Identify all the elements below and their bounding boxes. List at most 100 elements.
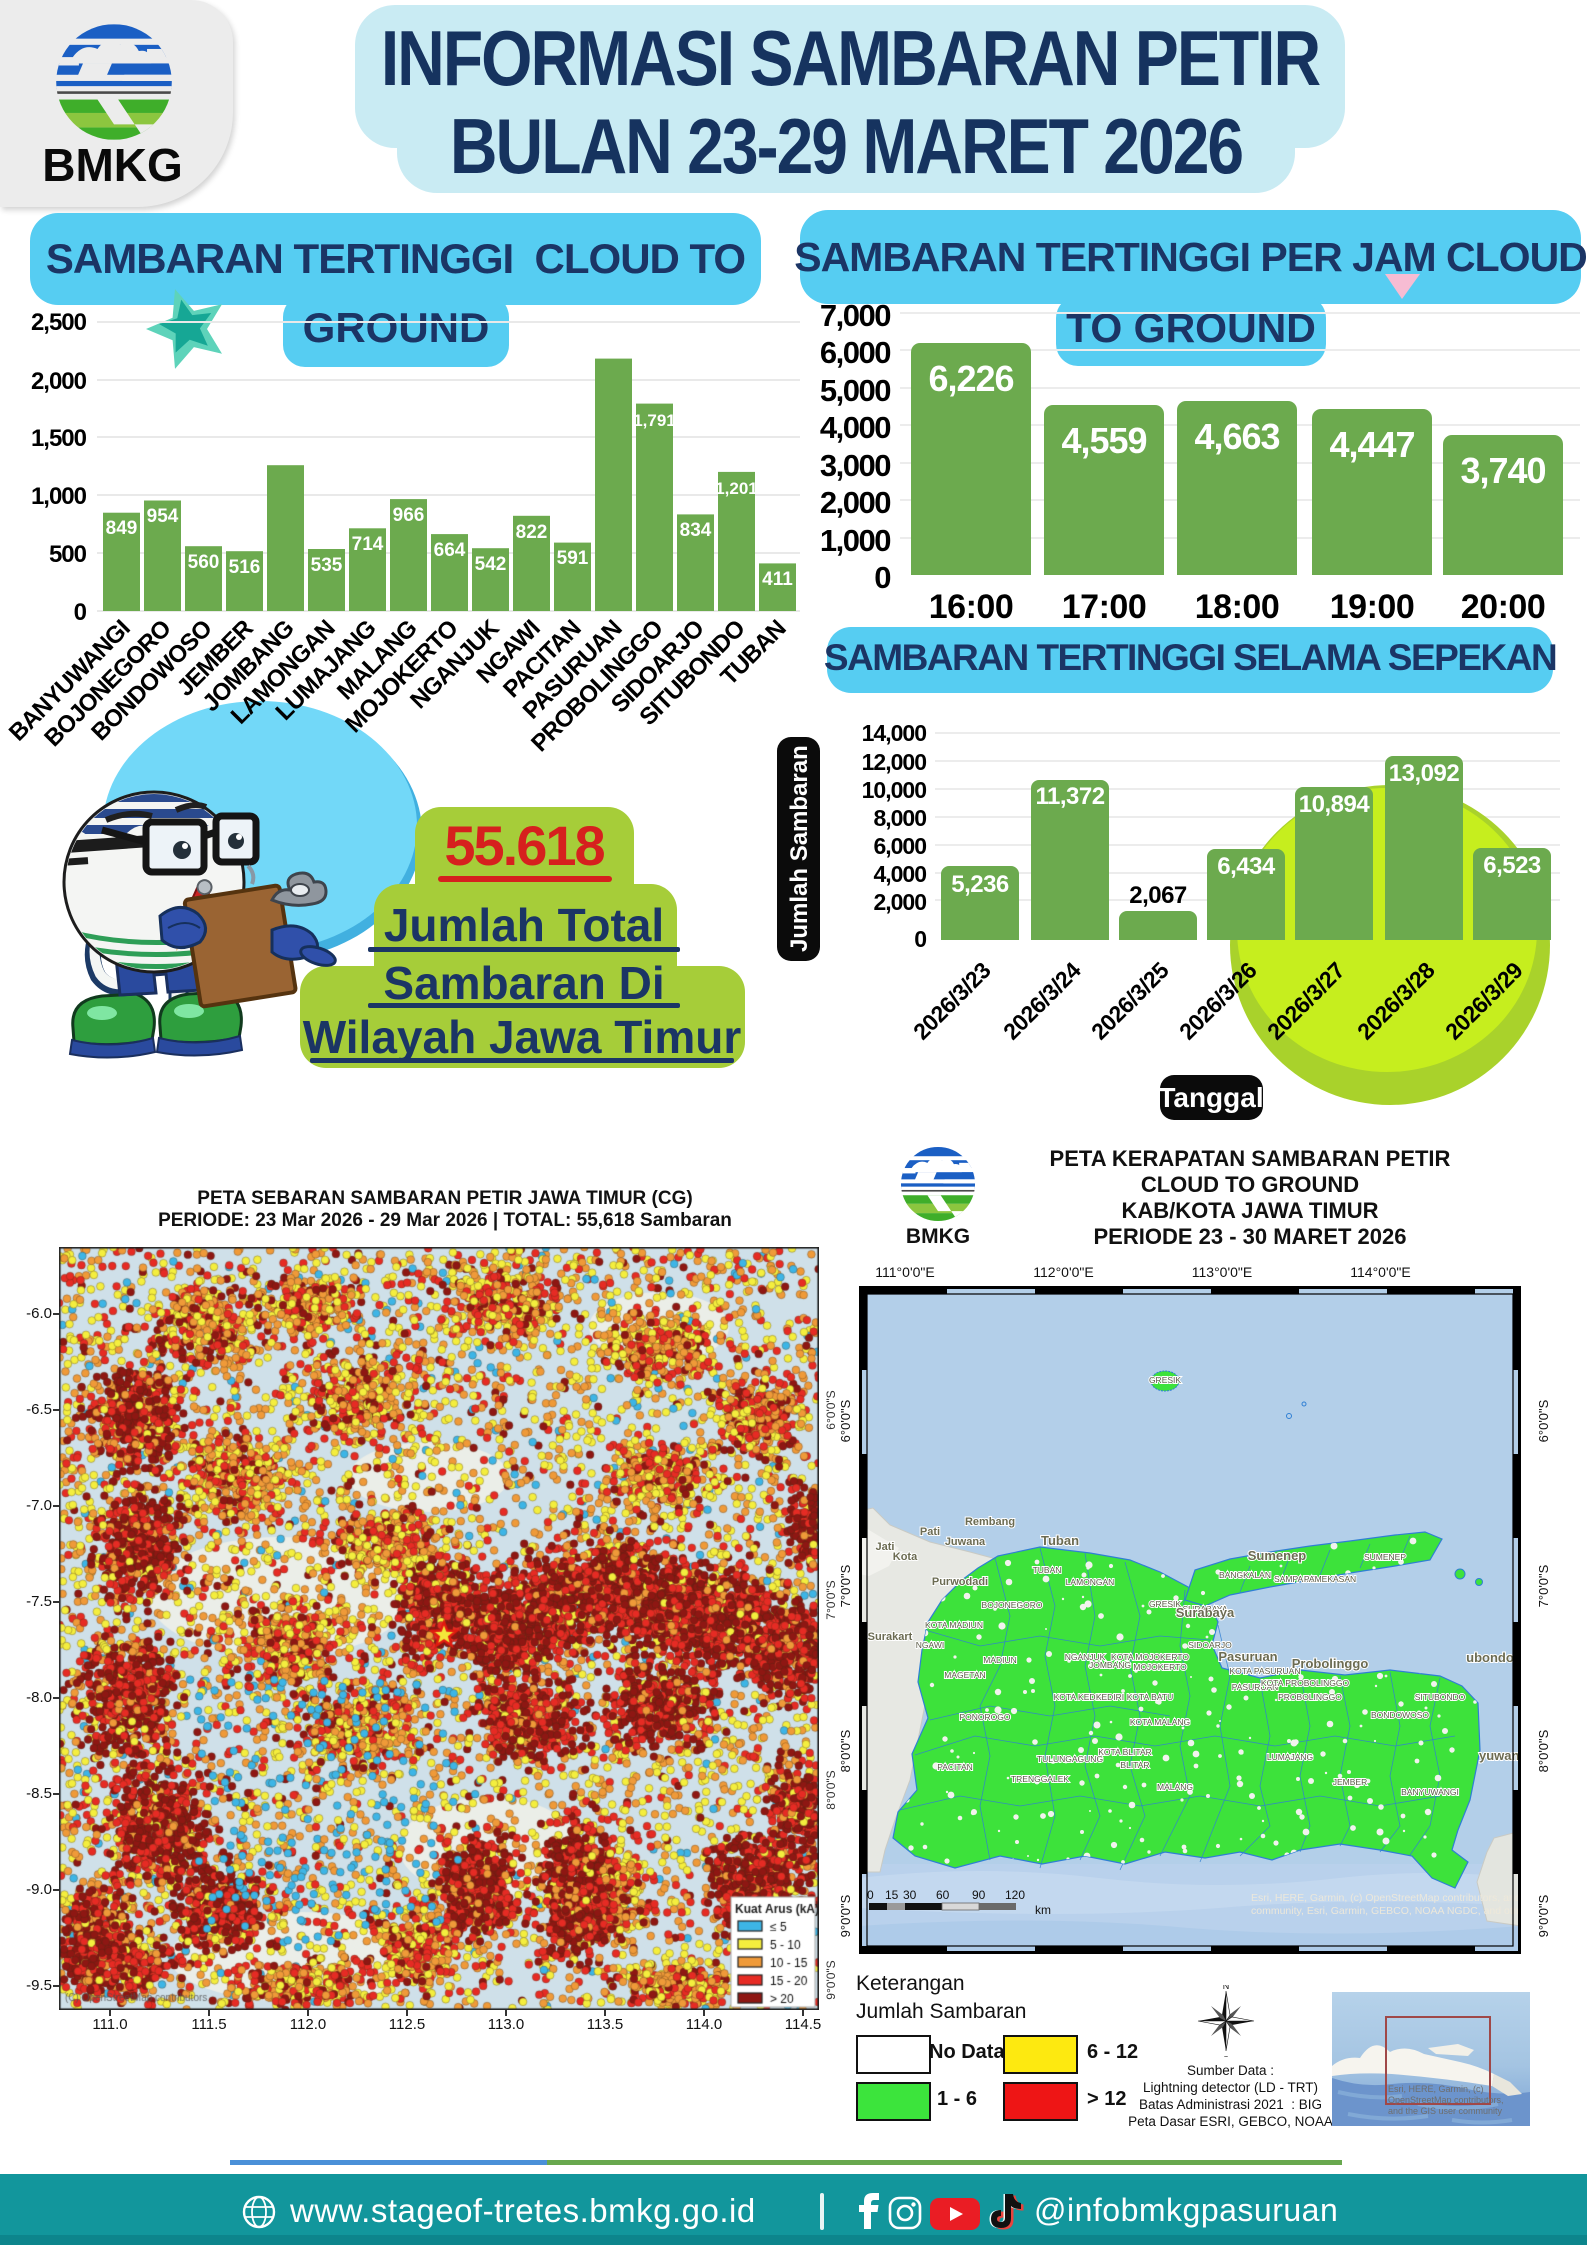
svg-text:10,000: 10,000 bbox=[862, 777, 927, 803]
svg-text:2,000: 2,000 bbox=[820, 485, 890, 520]
svg-text:yuwangi: yuwangi bbox=[1479, 1748, 1521, 1763]
svg-text:MAGETAN: MAGETAN bbox=[944, 1670, 985, 1680]
svg-text:Surakart: Surakart bbox=[868, 1631, 913, 1643]
svg-text:PACITAN: PACITAN bbox=[937, 1762, 973, 1772]
svg-text:822: 822 bbox=[516, 522, 548, 543]
svg-text:15: 15 bbox=[885, 1888, 899, 1902]
svg-text:JOMBANG: JOMBANG bbox=[1089, 1660, 1131, 1670]
svg-text:0: 0 bbox=[914, 926, 926, 952]
svg-text:BONDOWOSO: BONDOWOSO bbox=[1371, 1710, 1429, 1720]
svg-text:PASURUAN: PASURUAN bbox=[1232, 1682, 1279, 1692]
svg-text:LAMONGAN: LAMONGAN bbox=[1066, 1577, 1115, 1587]
svg-text:PROBOLINGGO: PROBOLINGGO bbox=[1278, 1692, 1342, 1702]
svg-text:90: 90 bbox=[972, 1888, 986, 1902]
svg-text:KOTA PASURUAN: KOTA PASURUAN bbox=[1229, 1666, 1300, 1676]
svg-text:20:00: 20:00 bbox=[1461, 588, 1545, 626]
svg-text:TRENGGALEK: TRENGGALEK bbox=[1011, 1774, 1069, 1784]
svg-text:Rembang: Rembang bbox=[965, 1516, 1015, 1528]
svg-text:4,000: 4,000 bbox=[820, 410, 890, 445]
svg-text:MOJOKERTO: MOJOKERTO bbox=[1133, 1662, 1187, 1672]
svg-text:MADIUN: MADIUN bbox=[983, 1655, 1017, 1665]
svg-text:2,000: 2,000 bbox=[873, 889, 926, 915]
svg-text:GRESIK: GRESIK bbox=[1149, 1599, 1181, 1609]
svg-text:Tuban: Tuban bbox=[1041, 1533, 1079, 1548]
svg-text:16:00: 16:00 bbox=[929, 588, 1013, 626]
svg-text:SIDOARJO: SIDOARJO bbox=[1188, 1640, 1232, 1650]
svg-text:KOTA BLITAR: KOTA BLITAR bbox=[1098, 1747, 1152, 1757]
svg-text:BLITAR: BLITAR bbox=[1120, 1760, 1149, 1770]
svg-text:SUMENEP: SUMENEP bbox=[1364, 1552, 1406, 1562]
svg-text:MALANG: MALANG bbox=[1157, 1782, 1193, 1792]
svg-text:Tanggal: Tanggal bbox=[1158, 1082, 1263, 1113]
svg-text:30: 30 bbox=[903, 1888, 917, 1902]
svg-text:60: 60 bbox=[936, 1888, 950, 1902]
svg-text:13,092: 13,092 bbox=[1389, 760, 1460, 787]
svg-text:Pasuruan: Pasuruan bbox=[1218, 1649, 1277, 1664]
svg-text:PAMEKASAN: PAMEKASAN bbox=[1304, 1574, 1356, 1584]
svg-text:PONOROGO: PONOROGO bbox=[959, 1712, 1010, 1722]
svg-text:1,791: 1,791 bbox=[633, 411, 676, 430]
svg-text:5,236: 5,236 bbox=[951, 871, 1009, 898]
svg-text:966: 966 bbox=[393, 505, 425, 526]
svg-text:BANYUWANGI: BANYUWANGI bbox=[1401, 1787, 1459, 1797]
svg-text:Surabaya: Surabaya bbox=[1176, 1605, 1235, 1620]
svg-text:664: 664 bbox=[434, 540, 466, 561]
svg-text:55.618: 55.618 bbox=[444, 814, 604, 877]
svg-text:7,000: 7,000 bbox=[820, 300, 890, 333]
svg-text:Esri, HERE, Garmin, (c): Esri, HERE, Garmin, (c) bbox=[1388, 2084, 1484, 2094]
svg-text:6,000: 6,000 bbox=[820, 335, 890, 370]
svg-text:KOTA KEDIRI: KOTA KEDIRI bbox=[1054, 1692, 1107, 1702]
svg-text:4,447: 4,447 bbox=[1329, 424, 1414, 465]
svg-text:1,500: 1,500 bbox=[31, 425, 87, 452]
svg-text:849: 849 bbox=[106, 518, 138, 539]
svg-text:0: 0 bbox=[867, 1888, 874, 1902]
svg-text:4,663: 4,663 bbox=[1194, 416, 1279, 457]
svg-text:OpenStreetMap contributors,: OpenStreetMap contributors, bbox=[1388, 2095, 1504, 2105]
svg-text:community, Esri, Garmin, GEBCO: community, Esri, Garmin, GEBCO, NOAA NGD… bbox=[1251, 1905, 1521, 1917]
svg-text:2026/3/23: 2026/3/23 bbox=[908, 957, 996, 1045]
svg-text:14,000: 14,000 bbox=[862, 720, 927, 746]
svg-text:Wilayah Jawa Timur: Wilayah Jawa Timur bbox=[303, 1011, 742, 1063]
svg-text:8,000: 8,000 bbox=[873, 805, 926, 831]
svg-text:KOTA MADIUN: KOTA MADIUN bbox=[925, 1620, 983, 1630]
svg-text:1,000: 1,000 bbox=[820, 523, 890, 558]
svg-text:0: 0 bbox=[74, 599, 87, 626]
svg-text:560: 560 bbox=[188, 552, 220, 573]
svg-text:BOJONEGORO: BOJONEGORO bbox=[982, 1600, 1043, 1610]
svg-text:Jati: Jati bbox=[876, 1541, 895, 1553]
svg-text:NGANJUK: NGANJUK bbox=[1065, 1652, 1106, 1662]
svg-text:JEMBER: JEMBER bbox=[1333, 1777, 1367, 1787]
svg-text:Probolinggo: Probolinggo bbox=[1292, 1656, 1369, 1671]
svg-text:KOTA MALANG: KOTA MALANG bbox=[1130, 1717, 1190, 1727]
svg-text:714: 714 bbox=[352, 534, 384, 555]
svg-text:3,740: 3,740 bbox=[1460, 450, 1545, 491]
svg-text:KOTA BATU: KOTA BATU bbox=[1127, 1692, 1173, 1702]
svg-text:2,067: 2,067 bbox=[1129, 882, 1187, 909]
svg-text:1,000: 1,000 bbox=[31, 483, 87, 510]
svg-text:Sumenep: Sumenep bbox=[1248, 1548, 1307, 1563]
svg-text:Purwodadi: Purwodadi bbox=[932, 1576, 988, 1588]
svg-text:TUBAN: TUBAN bbox=[1033, 1565, 1062, 1575]
svg-text:Esri, HERE, Garmin, (c) OpenSt: Esri, HERE, Garmin, (c) OpenStreetMap co… bbox=[1251, 1892, 1521, 1904]
svg-text:120: 120 bbox=[1005, 1888, 1025, 1902]
svg-text:N: N bbox=[1223, 1985, 1230, 1991]
svg-text:Juwana: Juwana bbox=[945, 1536, 986, 1548]
svg-text:18:00: 18:00 bbox=[1195, 588, 1279, 626]
svg-text:Jumlah Total: Jumlah Total bbox=[384, 899, 664, 951]
svg-text:KOTA PROBOLINGGO: KOTA PROBOLINGGO bbox=[1261, 1678, 1350, 1688]
svg-text:2026/3/24: 2026/3/24 bbox=[998, 957, 1086, 1045]
svg-text:591: 591 bbox=[557, 548, 589, 569]
svg-text:2,000: 2,000 bbox=[31, 368, 87, 395]
svg-text:and the GIS user community: and the GIS user community bbox=[1388, 2106, 1503, 2116]
svg-text:6,000: 6,000 bbox=[873, 833, 926, 859]
svg-text:4,000: 4,000 bbox=[873, 861, 926, 887]
svg-text:SURABAYA: SURABAYA bbox=[1182, 1604, 1227, 1614]
svg-text:6,226: 6,226 bbox=[928, 358, 1013, 399]
svg-text:834: 834 bbox=[680, 520, 712, 541]
svg-text:10,894: 10,894 bbox=[1299, 791, 1371, 818]
svg-text:19:00: 19:00 bbox=[1330, 588, 1414, 626]
svg-text:535: 535 bbox=[311, 555, 343, 576]
svg-text:Sambaran Di: Sambaran Di bbox=[383, 957, 664, 1009]
svg-text:542: 542 bbox=[475, 554, 507, 575]
svg-text:954: 954 bbox=[147, 506, 179, 527]
